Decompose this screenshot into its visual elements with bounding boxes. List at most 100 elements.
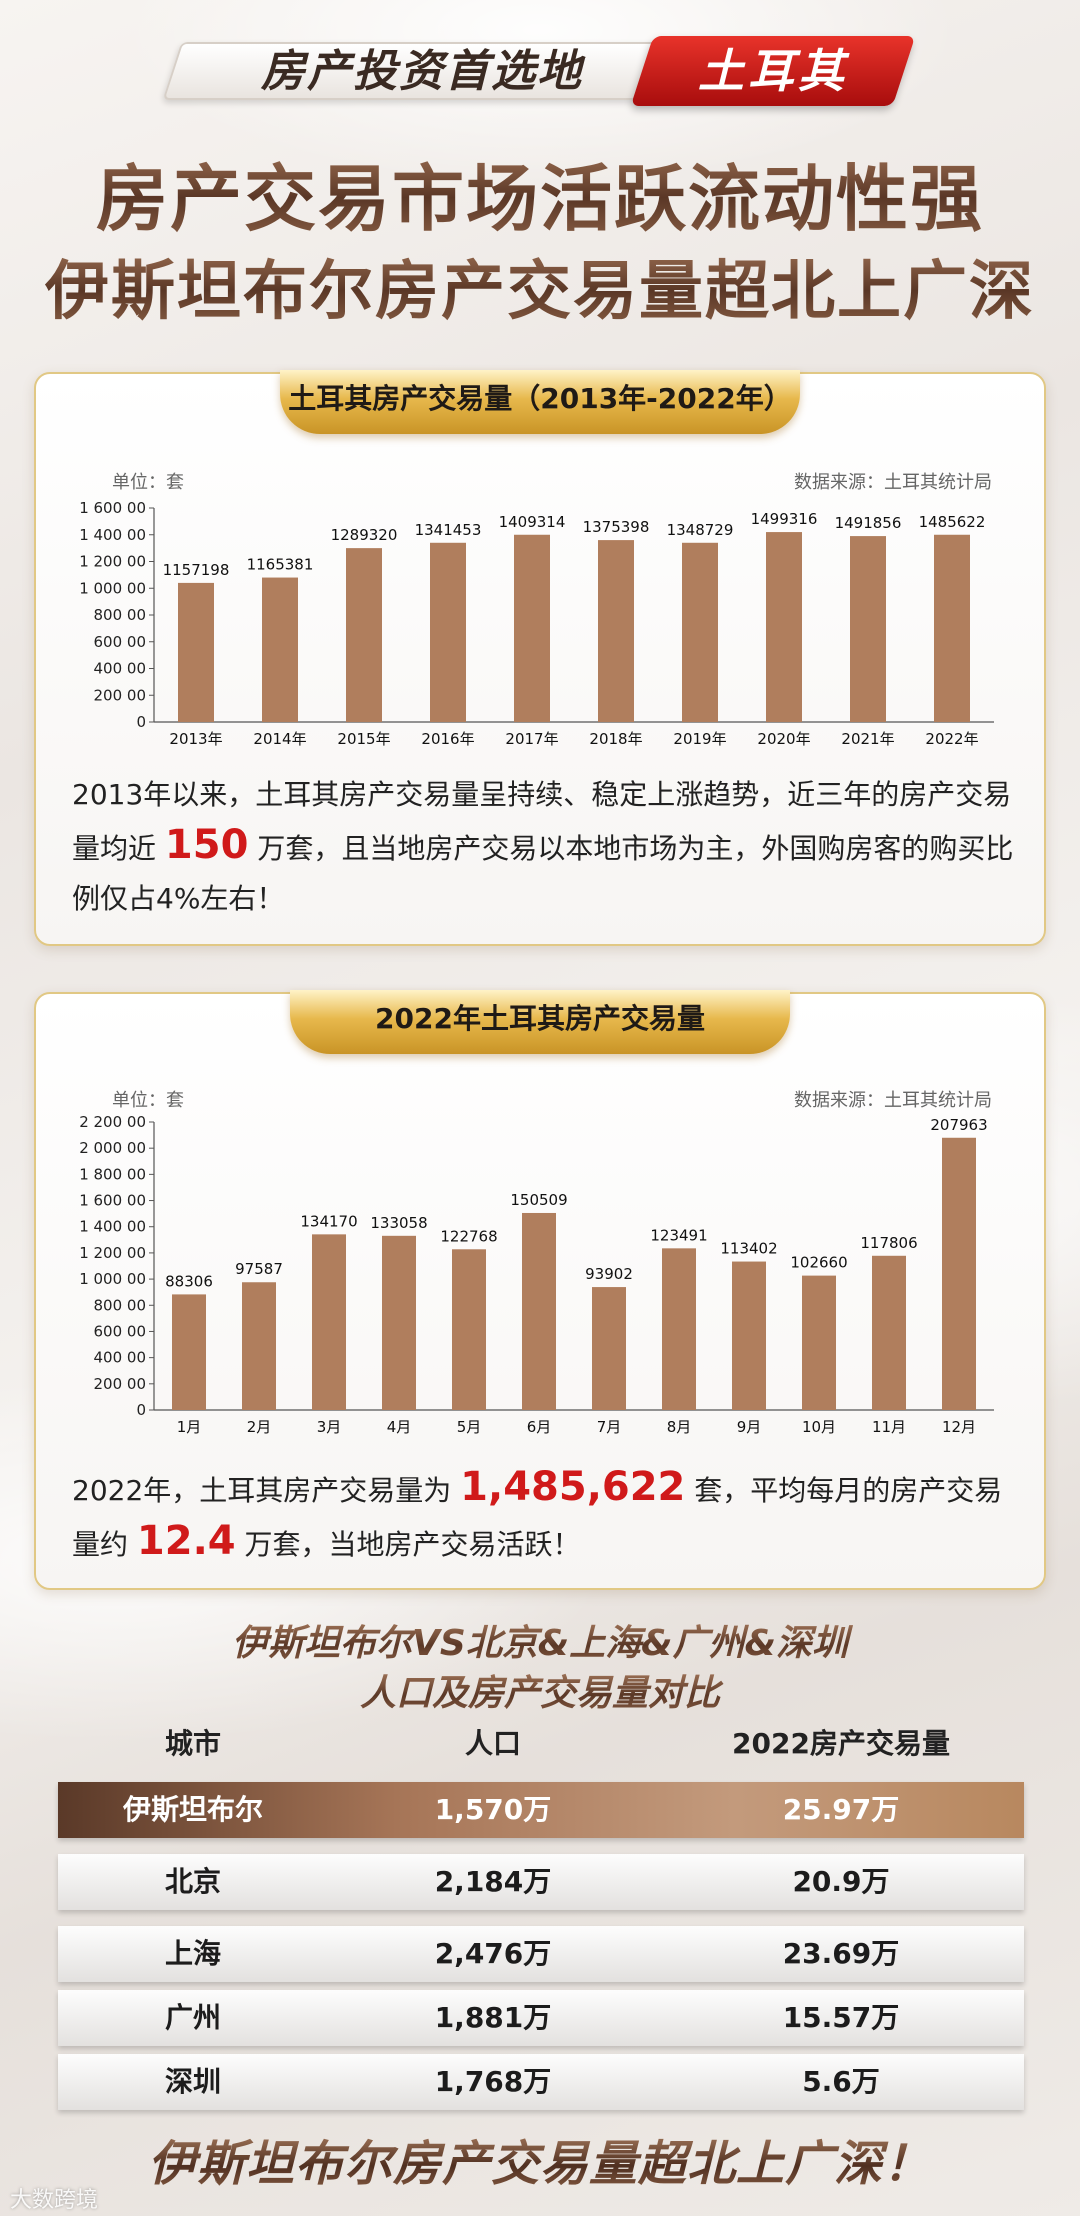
- bar-value-label: 150509: [510, 1191, 567, 1209]
- bar: [514, 534, 550, 722]
- bar: [872, 1255, 906, 1410]
- x-tick-label: 8月: [667, 1418, 692, 1436]
- cell-volume: 5.6万: [802, 2065, 880, 2098]
- x-tick-label: 2014年: [253, 730, 306, 748]
- bar-value-label: 1341453: [415, 521, 482, 539]
- bar: [662, 1248, 696, 1410]
- monthly-source-label: 数据来源：土耳其统计局: [794, 1090, 992, 1111]
- y-tick-label: 2 200 00: [79, 1113, 146, 1131]
- bar: [802, 1275, 836, 1410]
- bar-value-label: 1165381: [247, 556, 314, 574]
- y-tick-label: 1 200 00: [79, 1244, 146, 1262]
- bar-value-label: 117806: [860, 1234, 917, 1252]
- y-tick-label: 1 000 00: [79, 579, 146, 597]
- cell-city: 伊斯坦布尔: [122, 1793, 263, 1826]
- top-banner: 房产投资首选地 土耳其: [162, 36, 916, 106]
- y-tick-label: 1 600 00: [79, 1192, 146, 1210]
- bar: [178, 582, 214, 722]
- bar-value-label: 1485622: [919, 513, 986, 531]
- x-tick-label: 5月: [457, 1418, 482, 1436]
- cell-city: 深圳: [164, 2065, 221, 2098]
- bar: [850, 536, 886, 722]
- monthly-chart-title: 2022年土耳其房产交易量: [290, 990, 790, 1054]
- y-tick-label: 800 00: [94, 606, 147, 624]
- annual-description: 2013年以来，土耳其房产交易量呈持续、稳定上涨趋势，近三年的房产交易量均近 1…: [72, 770, 1022, 924]
- monthly-desc-part3: 万套，当地房产交易活跃！: [244, 1528, 581, 1561]
- bar-value-label: 207963: [930, 1116, 987, 1134]
- y-tick-label: 400 00: [94, 660, 147, 678]
- bar-value-label: 1157198: [163, 561, 230, 579]
- bar: [312, 1234, 346, 1410]
- watermark: 大数跨境: [10, 2188, 99, 2213]
- y-tick-label: 1 800 00: [79, 1165, 146, 1183]
- annual-volume-card: 土耳其房产交易量（2013年-2022年） 单位：套 数据来源：土耳其统计局 0…: [34, 370, 1046, 946]
- monthly-volume-card: 2022年土耳其房产交易量 单位：套 数据来源：土耳其统计局 0 200 00 40…: [34, 990, 1046, 1590]
- x-tick-label: 3月: [317, 1418, 342, 1436]
- x-tick-label: 2018年: [589, 730, 642, 748]
- table-row-shenzhen: 深圳 1,768万 5.6万: [58, 2054, 1024, 2110]
- monthly-unit-label: 单位：套: [112, 1090, 184, 1111]
- comparison-title-line2: 人口及房产交易量对比: [0, 1664, 1080, 1716]
- y-tick-label: 0: [136, 1401, 146, 1419]
- bar: [382, 1235, 416, 1410]
- bar: [766, 532, 802, 722]
- x-tick-label: 2015年: [337, 730, 390, 748]
- table-row-istanbul: 伊斯坦布尔 1,570万 25.97万: [58, 1782, 1024, 1838]
- x-tick-label: 2020年: [757, 730, 810, 748]
- monthly-desc-part2: 套，平均每月的房产交易量约: [72, 1474, 1003, 1561]
- monthly-bar-chart: 0 200 00 400 00 600 00 800 00 1 000 00 1 200 0…: [79, 1113, 994, 1436]
- bar-value-label: 1491856: [835, 514, 902, 532]
- annual-desc-part2: 万套，且当地房产交易以本地市场为主，外国购房客的购买比例仅占4%左右！: [72, 832, 1014, 915]
- cell-population: 2,476万: [434, 1937, 552, 1970]
- y-tick-label: 200 00: [94, 1375, 147, 1393]
- x-tick-label: 7月: [597, 1418, 622, 1436]
- cell-volume: 23.69万: [782, 1937, 900, 1970]
- table-row-beijing: 北京 2,184万 20.9万: [58, 1854, 1024, 1910]
- annual-source-label: 数据来源：土耳其统计局: [794, 472, 992, 493]
- bar: [242, 1282, 276, 1410]
- y-tick-label: 600 00: [94, 1322, 147, 1340]
- table-row-guangzhou: 广州 1,881万 15.57万: [58, 1990, 1024, 2046]
- x-tick-label: 2016年: [421, 730, 474, 748]
- y-tick-label: 1 200 00: [79, 553, 146, 571]
- cell-city: 上海: [164, 1937, 221, 1970]
- x-tick-label: 2013年: [169, 730, 222, 748]
- table-row-shanghai: 上海 2,476万 23.69万: [58, 1926, 1024, 1982]
- comparison-title-line1: 伊斯坦布尔VS北京&上海&广州&深圳: [0, 1614, 1080, 1666]
- cell-population: 2,184万: [434, 1865, 552, 1898]
- annual-unit-label: 单位：套: [112, 472, 184, 493]
- bar: [262, 577, 298, 722]
- banner-left-text: 房产投资首选地: [261, 46, 583, 97]
- x-tick-label: 2月: [247, 1418, 272, 1436]
- bar: [934, 534, 970, 722]
- bar: [592, 1287, 626, 1410]
- cell-city: 北京: [164, 1865, 221, 1898]
- annual-desc-part1: 2013年以来，土耳其房产交易量呈持续、稳定上涨趋势，近三年的房产交易量均近: [72, 778, 1012, 865]
- header-city: 城市: [164, 1727, 221, 1760]
- bar: [598, 540, 634, 722]
- x-tick-label: 12月: [942, 1418, 976, 1436]
- cell-population: 1,570万: [434, 1793, 552, 1826]
- bar: [172, 1294, 206, 1410]
- bar-value-label: 88306: [165, 1272, 213, 1290]
- bar-value-label: 122768: [440, 1227, 497, 1245]
- y-tick-label: 200 00: [94, 686, 147, 704]
- headline-line2: 伊斯坦布尔房产交易量超北上广深: [0, 240, 1080, 332]
- x-tick-label: 4月: [387, 1418, 412, 1436]
- y-tick-label: 600 00: [94, 633, 147, 651]
- y-tick-label: 2 000 00: [79, 1139, 146, 1157]
- header-volume: 2022房产交易量: [732, 1727, 950, 1760]
- bar-value-label: 1289320: [331, 526, 398, 544]
- x-tick-label: 2021年: [841, 730, 894, 748]
- x-tick-label: 11月: [872, 1418, 906, 1436]
- bar: [732, 1261, 766, 1410]
- headline-line1: 房产交易市场活跃流动性强: [0, 140, 1080, 245]
- bar: [682, 542, 718, 722]
- bar: [430, 542, 466, 722]
- cell-city: 广州: [164, 2001, 221, 2034]
- cell-population: 1,768万: [434, 2065, 552, 2098]
- x-tick-label: 2017年: [505, 730, 558, 748]
- bar-value-label: 1409314: [499, 513, 566, 531]
- bar: [522, 1212, 556, 1410]
- bar-value-label: 133058: [370, 1214, 427, 1232]
